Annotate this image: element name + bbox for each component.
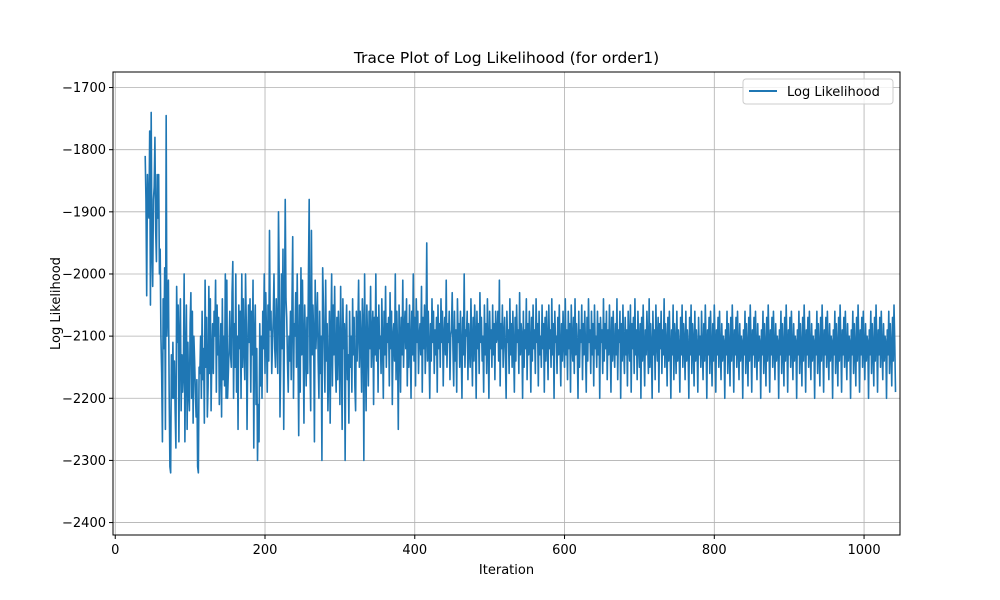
x-tick-label: 1000 bbox=[848, 543, 881, 558]
series-line-log-likelihood bbox=[144, 111, 897, 474]
y-axis-label: Log Likelihood bbox=[49, 257, 64, 350]
series-layer bbox=[144, 111, 897, 474]
y-tick-label: −2100 bbox=[62, 330, 106, 345]
y-tick-label: −1700 bbox=[62, 81, 106, 96]
y-tick-label: −2300 bbox=[62, 454, 106, 469]
x-tick-label: 800 bbox=[702, 543, 727, 558]
x-tick-label: 600 bbox=[552, 543, 577, 558]
y-tick-label: −2400 bbox=[62, 516, 106, 531]
y-tick-label: −1800 bbox=[62, 143, 106, 158]
chart-title: Trace Plot of Log Likelihood (for order1… bbox=[353, 49, 659, 67]
legend-label: Log Likelihood bbox=[787, 85, 880, 100]
legend-box bbox=[742, 78, 894, 105]
x-tick-label: 0 bbox=[111, 543, 119, 558]
y-axis-ticks: −2400 −2300 −2200 −2100 −2000 −1900 −1800 −1700 bbox=[62, 81, 113, 531]
plot-frame bbox=[112, 71, 901, 536]
y-tick-label: −1900 bbox=[62, 205, 106, 220]
x-tick-label: 200 bbox=[253, 543, 278, 558]
x-tick-label: 400 bbox=[402, 543, 427, 558]
x-axis-label: Iteration bbox=[479, 563, 534, 578]
y-tick-label: −2200 bbox=[62, 392, 106, 407]
legend: Log Likelihood bbox=[742, 78, 894, 105]
x-axis-ticks: 0 200 400 600 800 1000 bbox=[111, 535, 881, 558]
y-tick-label: −2000 bbox=[62, 267, 106, 282]
